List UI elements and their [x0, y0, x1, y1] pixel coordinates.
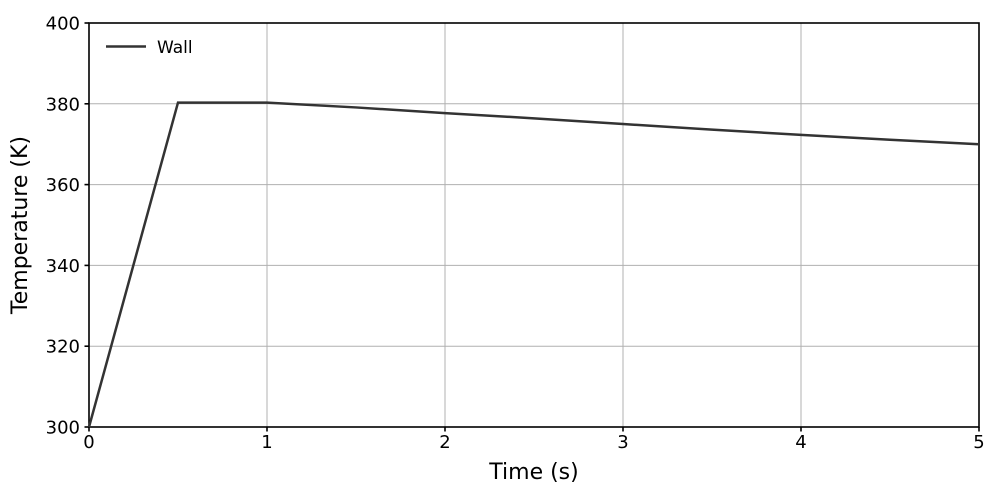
y-tick-label: 320	[46, 337, 80, 358]
y-axis-label: Temperature (K)	[8, 136, 33, 315]
series-line-wall	[87, 101, 980, 428]
x-axis-label: Time (s)	[488, 460, 578, 485]
y-tick-label: 360	[46, 175, 80, 196]
x-tick-label: 1	[261, 432, 272, 453]
x-tick-label: 2	[439, 432, 450, 453]
legend-label: Wall	[157, 38, 193, 58]
y-tick-label: 380	[46, 94, 80, 115]
x-tick-label: 0	[83, 432, 94, 453]
y-tick-label: 300	[46, 418, 80, 439]
x-tick-label: 4	[795, 432, 806, 453]
plot-frame	[88, 22, 980, 428]
x-tick-label: 5	[973, 432, 984, 453]
x-tick-label: 3	[617, 432, 628, 453]
y-tick-label: 400	[46, 14, 80, 35]
y-tick-label: 340	[46, 256, 80, 277]
